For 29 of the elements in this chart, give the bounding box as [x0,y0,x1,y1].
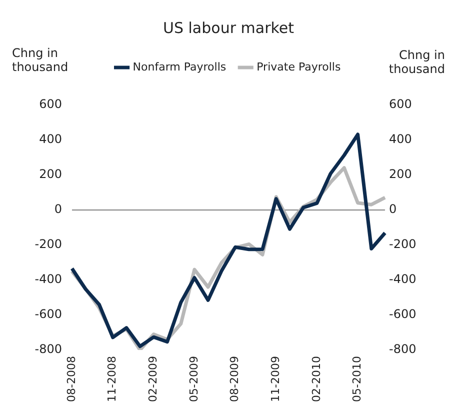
y2-tick-label: -200 [389,237,416,252]
y2-tick-label: -400 [389,272,416,286]
x-tick-label: 02-2010 [310,356,323,402]
y2-axis-title: Chng in thousand [388,48,445,76]
y2-tick-label: 400 [389,132,412,146]
x-tick-label: 08-2008 [64,356,78,402]
y-tick-label: 200 [39,167,62,182]
x-tick-label: 02-2009 [146,356,160,402]
y-tick-label: -400 [34,272,62,286]
y-axis-title: Chng in thousand [12,46,68,74]
y-tick-label: -600 [34,307,62,322]
x-tick-label: 05-2009 [187,356,200,402]
y-tick-label: -800 [34,342,62,356]
y-tick-label: 400 [39,132,62,146]
legend-label: Nonfarm Payrolls [132,60,226,74]
x-tick-label: 11-2009 [268,356,282,402]
y-tick-label: -200 [34,237,62,252]
y2-tick-label: 600 [389,97,412,112]
y2-tick-label: 200 [389,167,412,182]
y2-tick-label: 0 [389,202,397,216]
y-tick-label: 0 [54,202,62,216]
x-tick-label: 11-2008 [106,356,119,402]
x-tick-label: 05-2010 [350,356,364,402]
legend-label: Private Payrolls [256,60,341,74]
y2-tick-label: -600 [389,307,416,322]
y-tick-label: 600 [39,97,62,112]
x-tick-label: 08-2009 [228,356,242,402]
chart-title: US labour market [162,18,294,37]
y2-tick-label: -800 [389,342,416,356]
